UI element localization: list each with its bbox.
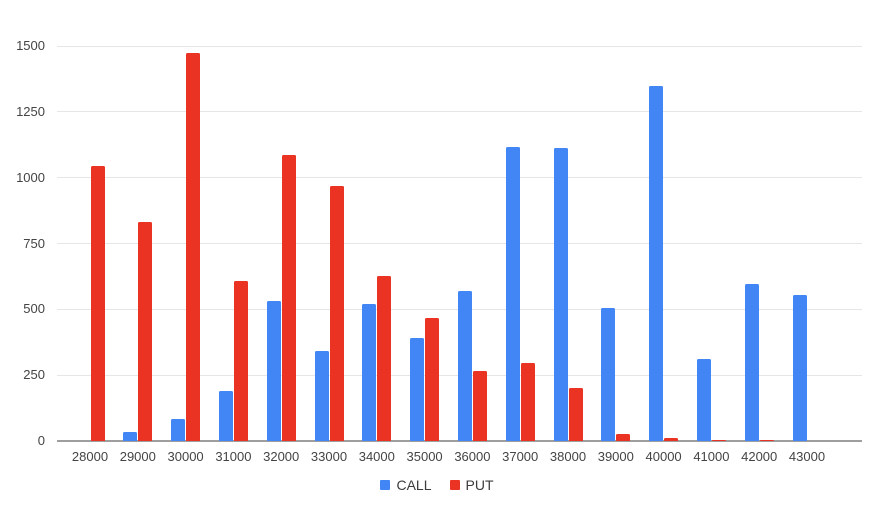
bar-group-32000 (266, 155, 296, 441)
x-tick-label-42000: 42000 (741, 449, 778, 464)
legend-item-put[interactable]: PUT (449, 477, 494, 493)
call-bar-43000[interactable] (792, 294, 807, 441)
y-tick-label-1500: 1500 (16, 38, 45, 53)
x-tick-label-40000: 40000 (645, 449, 682, 464)
call-bar-34000[interactable] (362, 304, 377, 441)
put-series-swatch-icon (449, 480, 460, 490)
bar-group-38000 (553, 148, 583, 441)
bar-group-33000 (314, 186, 344, 441)
bar-group-28000 (75, 166, 105, 441)
gridline-1000 (57, 177, 862, 179)
legend: CALL PUT (0, 477, 874, 493)
bar-group-40000 (649, 85, 679, 441)
y-tick-label-1250: 1250 (16, 103, 45, 119)
call-bar-33000[interactable] (314, 351, 329, 441)
call-bar-31000[interactable] (218, 390, 233, 441)
x-tick-label-34000: 34000 (358, 449, 395, 464)
y-tick-label-500: 500 (23, 301, 45, 317)
x-tick-label-37000: 37000 (502, 449, 539, 464)
call-bar-36000[interactable] (457, 290, 472, 441)
legend-label-call: CALL (396, 477, 432, 493)
x-axis-line (57, 440, 862, 442)
x-tick-label-33000: 33000 (310, 449, 348, 464)
put-bar-41000[interactable] (711, 440, 726, 441)
call-bar-37000[interactable] (505, 146, 520, 441)
put-bar-40000[interactable] (664, 437, 679, 441)
legend-item-call[interactable]: CALL (380, 477, 432, 493)
x-tick-label-32000: 32000 (263, 449, 300, 464)
bar-group-35000 (410, 318, 440, 441)
call-bar-29000[interactable] (123, 432, 138, 441)
call-bar-40000[interactable] (649, 85, 664, 441)
x-tick-label-31000: 31000 (215, 449, 252, 464)
call-bar-35000[interactable] (410, 337, 425, 441)
call-bar-42000[interactable] (744, 283, 759, 441)
bar-group-31000 (218, 280, 248, 441)
call-series-swatch-icon (380, 480, 391, 490)
x-tick-label-41000: 41000 (693, 449, 730, 464)
x-tick-label-28000: 28000 (71, 449, 109, 464)
put-bar-39000[interactable] (616, 433, 631, 441)
plot-area (57, 45, 862, 442)
bar-group-43000 (792, 294, 822, 441)
put-bar-31000[interactable] (233, 280, 248, 441)
bar-group-36000 (457, 290, 487, 441)
put-bar-35000[interactable] (425, 318, 440, 441)
y-tick-label-0: 0 (37, 433, 45, 448)
put-bar-28000[interactable] (90, 166, 105, 441)
call-bar-38000[interactable] (553, 148, 568, 441)
bar-group-29000 (123, 221, 153, 441)
y-tick-label-1000: 1000 (16, 169, 45, 185)
x-tick-label-35000: 35000 (406, 449, 443, 464)
call-bar-39000[interactable] (601, 308, 616, 441)
x-tick-label-36000: 36000 (454, 449, 491, 464)
x-tick-label-29000: 29000 (119, 449, 156, 464)
bar-group-30000 (171, 53, 201, 441)
gridline-1500 (57, 45, 862, 47)
call-bar-30000[interactable] (171, 418, 186, 441)
x-tick-label-43000: 43000 (788, 449, 826, 464)
bar-group-37000 (505, 146, 535, 441)
put-bar-30000[interactable] (186, 53, 201, 441)
y-tick-label-250: 250 (23, 367, 45, 383)
x-tick-label-38000: 38000 (549, 449, 587, 464)
call-bar-41000[interactable] (696, 359, 711, 441)
put-bar-34000[interactable] (377, 275, 392, 441)
bar-group-39000 (601, 308, 631, 441)
put-bar-36000[interactable] (472, 370, 487, 441)
gridline-1250 (57, 111, 862, 113)
put-bar-33000[interactable] (329, 186, 344, 441)
legend-label-put: PUT (465, 477, 494, 493)
bar-group-42000 (744, 283, 774, 441)
bar-group-34000 (362, 275, 392, 441)
put-bar-37000[interactable] (520, 362, 535, 441)
y-tick-label-750: 750 (23, 235, 45, 251)
bar-group-41000 (696, 359, 726, 441)
call-bar-32000[interactable] (266, 301, 281, 441)
x-tick-label-39000: 39000 (597, 449, 634, 464)
put-bar-32000[interactable] (281, 155, 296, 441)
x-tick-label-30000: 30000 (167, 449, 204, 464)
put-bar-42000[interactable] (759, 440, 774, 441)
put-bar-29000[interactable] (138, 221, 153, 441)
put-bar-38000[interactable] (568, 387, 583, 441)
gridline-750 (57, 243, 862, 244)
